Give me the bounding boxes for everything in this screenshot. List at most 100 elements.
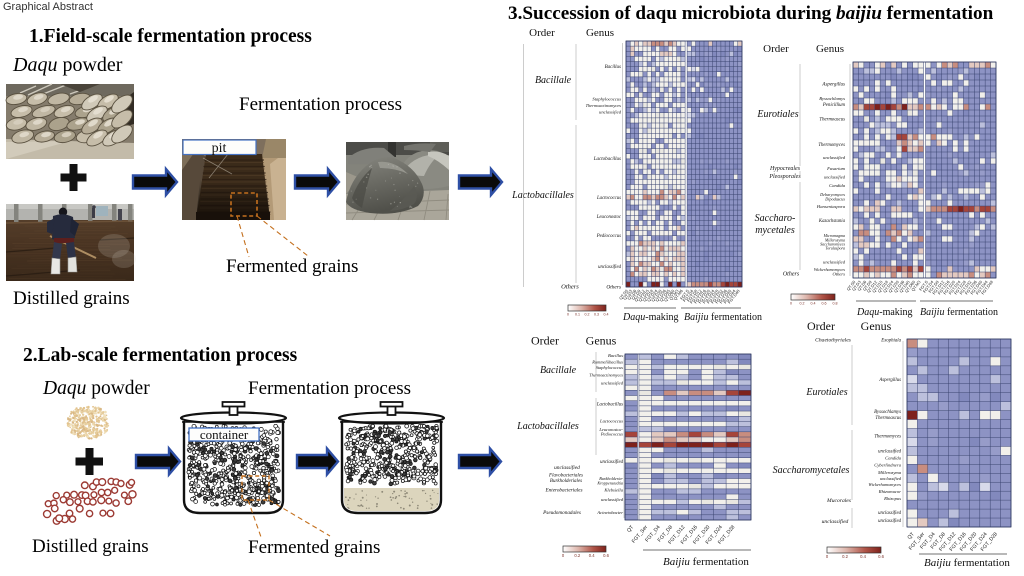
svg-text:Pseudomonadales: Pseudomonadales [542, 510, 581, 516]
svg-text:Genus: Genus [586, 334, 617, 348]
svg-text:Kazachstania: Kazachstania [818, 219, 846, 224]
svg-text:0.6: 0.6 [603, 553, 609, 558]
svg-text:QT: QT [907, 531, 917, 541]
svg-text:Thermoascus: Thermoascus [819, 118, 845, 123]
svg-text:Millerozyma: Millerozyma [824, 238, 845, 243]
svg-text:Lactobacillales: Lactobacillales [511, 190, 574, 201]
svg-text:QT.S0: QT.S0 [618, 288, 629, 301]
svg-text:0: 0 [826, 554, 829, 559]
svg-text:unclassified: unclassified [880, 476, 902, 481]
svg-text:Staphylococcus: Staphylococcus [596, 365, 624, 370]
svg-text:Genus: Genus [586, 27, 614, 39]
svg-text:Others: Others [561, 284, 579, 291]
svg-text:unclassified: unclassified [600, 460, 624, 465]
svg-text:0: 0 [567, 313, 569, 317]
svg-text:QT.D6: QT.D6 [626, 288, 638, 301]
svg-text:Thermoactinomyces: Thermoactinomyces [589, 372, 623, 377]
svg-text:QT.M6: QT.M6 [672, 288, 684, 301]
svg-text:Lactobacillus: Lactobacillus [593, 157, 621, 162]
svg-text:Rummeliibacillus: Rummeliibacillus [591, 360, 623, 365]
svg-text:Baijiu fermentation: Baijiu fermentation [663, 556, 749, 568]
svg-text:Cyberlindnera: Cyberlindnera [874, 463, 901, 468]
svg-text:Exophiala: Exophiala [880, 338, 901, 343]
svg-text:Others: Others [783, 272, 800, 278]
svg-text:Genus: Genus [861, 319, 892, 333]
svg-text:Burkholderiales: Burkholderiales [550, 479, 582, 484]
svg-text:Micromagma: Micromagma [823, 233, 845, 238]
svg-text:Wickerhamomyces: Wickerhamomyces [814, 267, 845, 272]
svg-text:Bacillale: Bacillale [535, 75, 572, 86]
svg-text:Hypocreales: Hypocreales [769, 166, 801, 172]
svg-text:QT.S0: QT.S0 [846, 279, 857, 292]
svg-text:Thermomyces: Thermomyces [874, 435, 901, 440]
svg-text:Burkholderia-: Burkholderia- [599, 476, 623, 481]
svg-text:Saccharomyces: Saccharomyces [820, 242, 845, 247]
svg-text:Eurotiales: Eurotiales [805, 387, 847, 398]
svg-text:unclassified: unclassified [823, 155, 846, 160]
svg-text:Lactococcus: Lactococcus [596, 196, 621, 201]
svg-text:Bacillus: Bacillus [605, 65, 621, 70]
svg-text:Thermoascus: Thermoascus [875, 416, 901, 421]
svg-text:0.2: 0.2 [585, 313, 590, 317]
svg-text:Staphylococcus: Staphylococcus [592, 97, 621, 102]
svg-text:QT.D9: QT.D9 [862, 279, 874, 292]
svg-text:0.6: 0.6 [878, 554, 884, 559]
svg-text:QT.D3: QT.D3 [622, 288, 634, 301]
svg-text:Leuconostoc: Leuconostoc [596, 215, 622, 220]
svg-text:Aspergillus: Aspergillus [821, 83, 845, 88]
svg-text:Lactobacillales: Lactobacillales [516, 421, 579, 432]
svg-text:0: 0 [562, 553, 565, 558]
svg-text:Chaetothyriales: Chaetothyriales [815, 337, 851, 343]
svg-text:container: container [200, 427, 249, 442]
svg-text:unclassified: unclassified [554, 464, 580, 471]
svg-text:Order: Order [763, 43, 789, 55]
svg-text:Wickerhamomyces: Wickerhamomyces [868, 482, 901, 487]
svg-text:QT.M3: QT.M3 [668, 288, 680, 301]
svg-text:unclassified: unclassified [824, 175, 846, 180]
svg-text:Bacillale: Bacillale [540, 365, 577, 376]
svg-text:QT.D6: QT.D6 [856, 279, 868, 292]
svg-text:Pediococcus: Pediococcus [600, 432, 623, 437]
svg-text:Penicillium: Penicillium [822, 103, 846, 108]
svg-text:Dipodascus: Dipodascus [824, 197, 845, 202]
svg-text:0.4: 0.4 [589, 553, 595, 558]
svg-text:Saccharo-: Saccharo- [755, 213, 796, 224]
svg-text:Hanseniaspora: Hanseniaspora [816, 204, 846, 209]
svg-text:Rhizomucor: Rhizomucor [878, 489, 901, 494]
svg-text:mycetales: mycetales [755, 225, 795, 236]
svg-text:Saccharomycetales: Saccharomycetales [773, 465, 850, 476]
svg-text:Lactococcus: Lactococcus [599, 419, 623, 424]
svg-text:FGT.S: FGT.S [679, 288, 690, 300]
svg-text:QT: QT [626, 524, 636, 534]
svg-text:Thermoactinomyces: Thermoactinomyces [586, 103, 622, 108]
svg-text:Baijiu fermentation: Baijiu fermentation [684, 312, 762, 323]
svg-text:Aspergillus: Aspergillus [878, 378, 901, 383]
svg-text:0.1: 0.1 [575, 313, 580, 317]
svg-text:0.8: 0.8 [833, 302, 838, 306]
svg-text:Eurotiales: Eurotiales [756, 109, 798, 120]
svg-text:QT.M3: QT.M3 [910, 279, 922, 292]
svg-text:Torulaspora: Torulaspora [825, 246, 845, 251]
svg-text:0.3: 0.3 [594, 313, 599, 317]
svg-text:Thermomyces: Thermomyces [818, 143, 845, 148]
svg-text:0.2: 0.2 [842, 554, 848, 559]
svg-text:QT.D9: QT.D9 [630, 288, 642, 301]
svg-text:Rhizopus: Rhizopus [883, 496, 901, 501]
svg-text:Leuconostoc-: Leuconostoc- [598, 427, 623, 432]
svg-text:unclassified: unclassified [601, 381, 624, 386]
svg-text:Bacillus: Bacillus [608, 353, 623, 358]
svg-text:Order: Order [807, 319, 835, 333]
svg-text:Debaryomyces: Debaryomyces [819, 192, 845, 197]
svg-text:Klebsiella: Klebsiella [603, 488, 623, 493]
svg-text:Others: Others [832, 272, 845, 277]
svg-text:pit: pit [212, 141, 227, 156]
svg-text:Daqu-making: Daqu-making [622, 312, 679, 323]
svg-text:Genus: Genus [816, 43, 844, 55]
svg-text:QT.D3: QT.D3 [851, 279, 863, 292]
svg-text:Mucorales: Mucorales [826, 498, 851, 504]
svg-text:Pediococcus: Pediococcus [596, 234, 621, 239]
svg-text:0: 0 [790, 302, 792, 306]
svg-text:Flavobacteriales: Flavobacteriales [548, 474, 583, 479]
svg-text:Millerozyma: Millerozyma [877, 470, 902, 475]
svg-text:Candida: Candida [885, 456, 902, 461]
